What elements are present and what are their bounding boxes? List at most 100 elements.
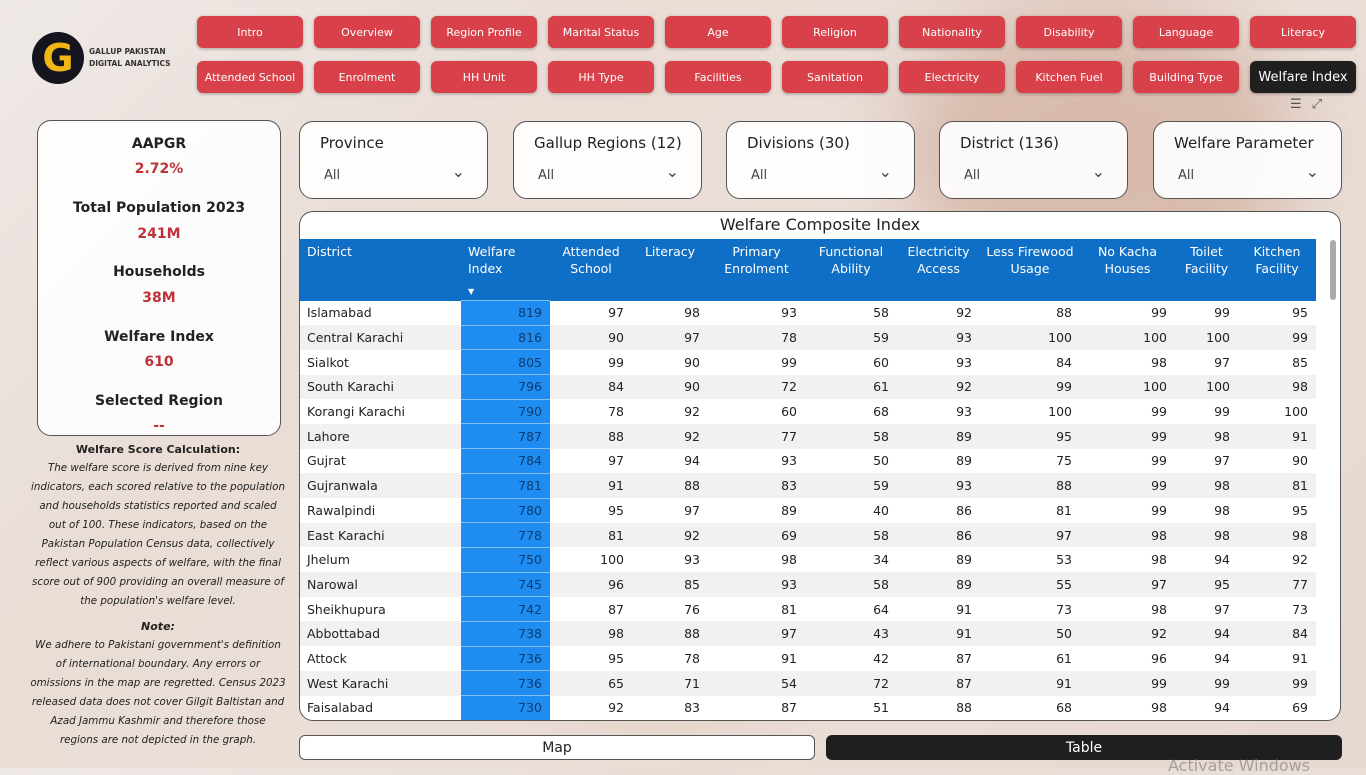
table-row[interactable]: West Karachi 736 65 71 54 72 87 91 99 99 99 <box>300 670 1316 696</box>
district-cell: East Karachi <box>300 522 461 548</box>
column-header[interactable]: Welfare Index ▼ <box>461 239 550 301</box>
table-button[interactable]: Table <box>826 735 1342 760</box>
table-row[interactable]: Gujrat 784 97 94 93 50 89 75 99 97 90 <box>300 448 1316 474</box>
value-cell: 97 <box>632 325 708 350</box>
value-cell: 91 <box>1238 720 1316 721</box>
nav-button-electricity[interactable]: Electricity <box>899 61 1005 93</box>
column-header[interactable]: No Kacha Houses <box>1080 239 1175 301</box>
value-cell: 99 <box>1238 670 1316 696</box>
filter-gallup-regions[interactable]: Gallup Regions (12) All ⌄ <box>513 121 702 199</box>
value-cell: 89 <box>632 720 708 721</box>
filter-province[interactable]: Province All ⌄ <box>299 121 488 199</box>
filter-welfare-parameter[interactable]: Welfare Parameter All ⌄ <box>1153 121 1342 199</box>
filter-icon[interactable]: ☰ <box>1290 97 1302 112</box>
column-header[interactable]: Electricity Access <box>897 239 980 301</box>
table-row[interactable]: Narowal 745 96 85 93 58 89 55 97 95 77 <box>300 571 1316 597</box>
value-cell: 88 <box>632 473 708 498</box>
value-cell: 92 <box>956 305 972 321</box>
column-header[interactable]: Attended School <box>550 239 632 301</box>
nav-button-enrolment[interactable]: Enrolment <box>314 61 420 93</box>
welfare-index-value: 610 <box>144 354 174 370</box>
value-cell: 98 <box>1151 700 1167 716</box>
column-header[interactable]: Functional Ability <box>805 239 897 301</box>
table-scrollbar[interactable] <box>1330 240 1336 300</box>
chevron-down-icon[interactable]: ⌄ <box>1091 162 1105 181</box>
nav-button-religion[interactable]: Religion <box>782 16 888 48</box>
nav-button-sanitation[interactable]: Sanitation <box>782 61 888 93</box>
table-row[interactable]: Central Karachi 816 90 97 78 59 93 100 100 100 99 <box>300 324 1316 350</box>
value-cell: 93 <box>897 325 980 350</box>
table-row[interactable]: Islamabad 819 97 98 93 58 92 88 99 99 95 <box>300 300 1316 326</box>
value-cell: 93 <box>956 354 972 370</box>
table-row[interactable]: South Karachi 796 84 90 72 61 92 99 100 100 98 <box>300 374 1316 400</box>
table-row[interactable]: Lahore 787 88 92 77 58 89 95 99 98 91 <box>300 423 1316 449</box>
column-header[interactable]: Less Firewood Usage <box>980 239 1080 301</box>
value-cell: 96 <box>1151 650 1167 666</box>
nav-button-marital-status[interactable]: Marital Status <box>548 16 654 48</box>
column-header[interactable]: Primary Enrolment <box>708 239 805 301</box>
nav-button-disability[interactable]: Disability <box>1016 16 1122 48</box>
nav-button-attended-school[interactable]: Attended School <box>197 61 303 93</box>
nav-button-region-profile[interactable]: Region Profile <box>431 16 537 48</box>
value-cell: 87 <box>781 700 797 716</box>
value-cell: 93 <box>956 404 972 420</box>
value-cell: 99 <box>1238 325 1316 350</box>
column-header-label: Less Firewood Usage <box>986 244 1074 276</box>
sort-descending-icon[interactable]: ▼ <box>468 287 475 296</box>
value-cell: 100 <box>1080 325 1175 350</box>
value-cell: 60 <box>781 404 797 420</box>
value-cell: 53 <box>1056 552 1072 568</box>
value-cell: 92 <box>1292 552 1308 568</box>
value-cell: 92 <box>632 522 708 548</box>
nav-button-age[interactable]: Age <box>665 16 771 48</box>
chevron-down-icon[interactable]: ⌄ <box>1305 162 1319 181</box>
nav-button-nationality[interactable]: Nationality <box>899 16 1005 48</box>
table-row[interactable]: Gujranwala 781 91 88 83 59 93 88 99 98 81 <box>300 472 1316 498</box>
filter-divisions[interactable]: Divisions (30) All ⌄ <box>726 121 915 199</box>
table-row[interactable]: Sheikhupura 742 87 76 81 64 91 73 98 97 73 <box>300 596 1316 622</box>
map-button[interactable]: Map <box>299 735 815 760</box>
filter-title: District (136) <box>960 134 1059 152</box>
focus-mode-icon[interactable]: ⤢ <box>1311 97 1323 112</box>
nav-button-facilities[interactable]: Facilities <box>665 61 771 93</box>
filter-value: All <box>324 168 341 183</box>
table-row[interactable]: East Karachi 778 81 92 69 58 86 97 98 98 98 <box>300 522 1316 548</box>
chevron-down-icon[interactable]: ⌄ <box>665 162 679 181</box>
column-header-label: Functional Ability <box>818 244 884 276</box>
district-cell: Central Karachi <box>300 325 461 350</box>
nav-button-building-type[interactable]: Building Type <box>1133 61 1239 93</box>
column-header[interactable]: Kitchen Facility <box>1238 239 1316 301</box>
table-row[interactable]: Attock 736 95 78 91 42 87 61 96 94 91 <box>300 645 1316 671</box>
table-row[interactable]: Faisalabad 730 92 83 87 51 88 68 98 94 69 <box>300 695 1316 720</box>
value-cell: 58 <box>805 572 897 597</box>
chevron-down-icon[interactable]: ⌄ <box>451 162 465 181</box>
column-header[interactable]: Literacy <box>632 239 708 301</box>
value-cell: 64 <box>873 601 889 617</box>
value-cell: 61 <box>1056 650 1072 666</box>
aapgr-label: AAPGR <box>131 136 187 152</box>
nav-button-welfare-index[interactable]: Welfare Index <box>1250 61 1356 93</box>
value-cell: 99 <box>1214 404 1230 420</box>
district-cell: South Karachi <box>300 374 461 400</box>
value-cell: 750 <box>461 546 550 573</box>
value-cell: 98 <box>1151 601 1167 617</box>
column-header[interactable]: Toilet Facility <box>1175 239 1238 301</box>
nav-button-kitchen-fuel[interactable]: Kitchen Fuel <box>1016 61 1122 93</box>
table-row[interactable]: Rawalpindi 780 95 97 89 40 86 81 99 98 95 <box>300 497 1316 523</box>
column-header[interactable]: District <box>300 239 461 301</box>
nav-button-language[interactable]: Language <box>1133 16 1239 48</box>
table-row[interactable]: Korangi Karachi 790 78 92 60 68 93 100 99 99 100 <box>300 398 1316 424</box>
table-row[interactable]: Chakwal727978995309044989391 <box>461 719 1316 721</box>
table-row[interactable]: Jhelum 750 100 93 98 34 89 53 98 94 92 <box>300 546 1316 573</box>
nav-button-overview[interactable]: Overview <box>314 16 420 48</box>
filter-district[interactable]: District (136) All ⌄ <box>939 121 1128 199</box>
table-row[interactable]: Abbottabad 738 98 88 97 43 91 50 92 94 84 <box>300 620 1316 647</box>
value-cell: 84 <box>1238 621 1316 647</box>
table-row[interactable]: Sialkot 805 99 90 99 60 93 84 98 97 85 <box>300 349 1316 375</box>
nav-button-intro[interactable]: Intro <box>197 16 303 48</box>
value-cell: 97 <box>1080 572 1175 597</box>
chevron-down-icon[interactable]: ⌄ <box>878 162 892 181</box>
nav-button-hh-type[interactable]: HH Type <box>548 61 654 93</box>
nav-button-hh-unit[interactable]: HH Unit <box>431 61 537 93</box>
nav-button-literacy[interactable]: Literacy <box>1250 16 1356 48</box>
